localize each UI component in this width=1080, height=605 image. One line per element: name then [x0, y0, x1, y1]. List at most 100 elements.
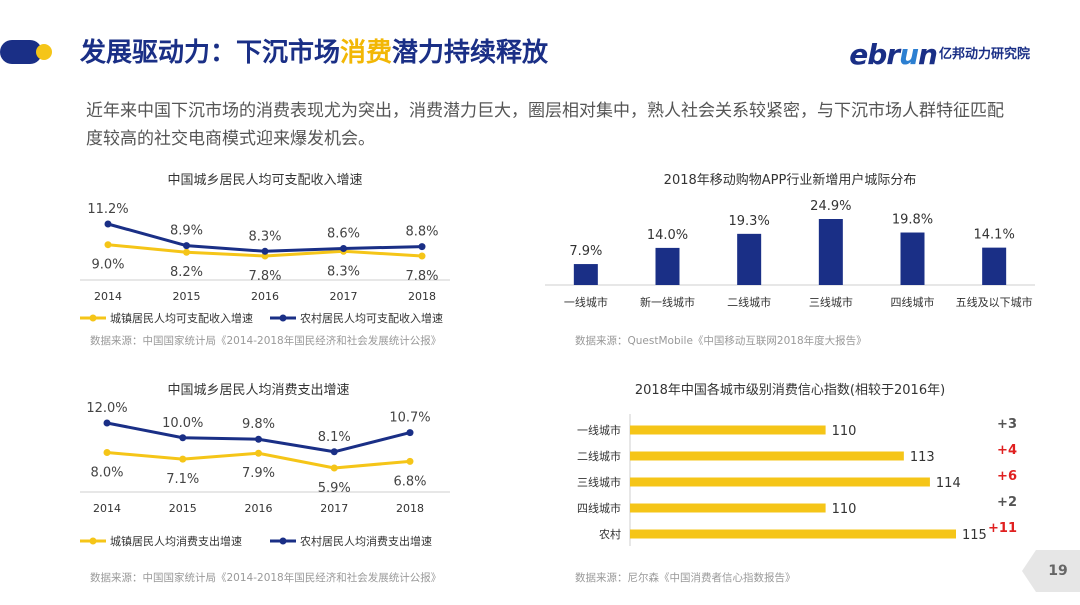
data-label: 24.9% [810, 199, 851, 214]
chart-title: 中国城乡居民人均可支配收入增速 [167, 173, 362, 188]
data-point [179, 455, 187, 463]
data-label: 8.9% [170, 224, 203, 239]
legend-marker [279, 537, 287, 545]
x-tick-label: 2014 [93, 502, 121, 515]
x-tick-label: 2014 [94, 290, 122, 303]
bar [630, 451, 904, 461]
data-label: 19.3% [729, 214, 770, 229]
y-tick-label: 一线城市 [577, 423, 621, 437]
change-label: +3 [997, 417, 1017, 432]
x-tick-label: 三线城市 [809, 295, 853, 309]
x-tick-label: 2015 [173, 290, 201, 303]
change-label: +2 [997, 495, 1017, 510]
data-label: 10.7% [389, 411, 430, 426]
data-point [406, 457, 414, 465]
x-tick-label: 一线城市 [564, 295, 608, 309]
data-label: 114 [936, 476, 961, 491]
x-tick-label: 2015 [169, 502, 197, 515]
x-tick-label: 五线及以下城市 [956, 295, 1033, 309]
logo-brand-b: n [918, 38, 938, 71]
data-point [104, 220, 112, 228]
title-suffix: 潜力持续释放 [392, 38, 549, 68]
data-label: 113 [910, 450, 935, 465]
legend-label: 城镇居民人均消费支出增速 [110, 534, 242, 548]
logo-brand-a: ebr [849, 38, 900, 71]
y-tick-label: 农村 [599, 527, 621, 541]
data-label: 19.8% [892, 213, 933, 228]
chart-title: 2018年中国各城市级别消费信心指数(相较于2016年) [635, 382, 945, 398]
data-point [183, 242, 190, 250]
data-label: 14.1% [974, 228, 1015, 243]
data-label: 7.9% [569, 244, 602, 259]
legend-label: 城镇居民人均可支配收入增速 [110, 311, 253, 325]
x-tick-label: 2016 [245, 502, 273, 515]
data-label: 8.2% [170, 265, 203, 280]
bar [630, 503, 826, 513]
data-point [418, 252, 426, 260]
data-point [330, 464, 338, 472]
x-tick-label: 2017 [330, 290, 358, 303]
data-label: 14.0% [647, 228, 688, 243]
x-tick-label: 2017 [320, 502, 348, 515]
y-tick-label: 二线城市 [577, 449, 621, 463]
x-tick-label: 2018 [396, 502, 424, 515]
data-point [183, 248, 190, 256]
logo-brand-u: u [899, 38, 919, 71]
spending-chart-source: 数据来源：中国国家统计局《2014-2018年国民经济和社会发展统计公报》 [90, 572, 442, 584]
x-tick-label: 2016 [251, 290, 279, 303]
data-point [255, 449, 262, 457]
legend-label: 农村居民人均消费支出增速 [300, 534, 432, 548]
x-tick-label: 二线城市 [727, 295, 771, 309]
ebrun-logo: ebrun 亿邦动力研究院 [849, 38, 1030, 71]
data-point [104, 241, 112, 249]
data-point [103, 449, 111, 457]
change-label: +6 [997, 469, 1017, 484]
data-point [418, 243, 426, 251]
bar [818, 219, 843, 285]
data-label: 8.8% [405, 225, 438, 240]
data-label: 110 [832, 502, 857, 517]
legend-label: 农村居民人均可支配收入增速 [300, 311, 443, 325]
header-decoration-icon [0, 40, 52, 64]
logo-org-name: 亿邦动力研究院 [938, 47, 1030, 62]
chart-title: 中国城乡居民人均消费支出增速 [167, 383, 349, 398]
data-label: 9.8% [242, 417, 275, 432]
data-label: 8.1% [318, 430, 351, 445]
data-label: 115 [962, 528, 987, 543]
data-point [255, 435, 262, 443]
confidence-index-chart: 2018年中国各城市级别消费信心指数(相较于2016年) 一线城市 110 +3 二线城… [545, 378, 1035, 553]
page-title: 发展驱动力：下沉市场消费潜力持续释放 [80, 32, 548, 69]
legend-marker [279, 314, 287, 322]
logo-brand: ebrun [849, 38, 938, 71]
intro-paragraph: 近年来中国下沉市场的消费表现尤为突出，消费潜力巨大，圈层相对集中，熟人社会关系较… [86, 101, 1004, 149]
data-label: 8.0% [90, 466, 123, 481]
change-label: +11 [988, 521, 1017, 536]
data-label: 8.3% [248, 229, 281, 244]
data-point [103, 419, 111, 427]
y-tick-label: 三线城市 [577, 475, 621, 489]
data-label: 12.0% [86, 401, 127, 416]
title-highlight: 消费 [340, 38, 393, 68]
bar [630, 425, 826, 435]
data-point [261, 247, 269, 255]
data-point [330, 448, 338, 456]
confidence-chart-source: 数据来源：尼尔森《中国消费者信心指数报告》 [575, 572, 796, 584]
data-point [406, 429, 414, 437]
data-label: 7.8% [405, 269, 438, 284]
data-point [179, 434, 187, 442]
spending-growth-chart: 中国城乡居民人均消费支出增速 2014 2015 2016 2017 2018 8.0% 7.… [80, 378, 470, 556]
data-label: 9.0% [91, 258, 124, 273]
data-label: 7.8% [248, 269, 281, 284]
chart-title: 2018年移动购物APP行业新增用户城际分布 [664, 172, 917, 188]
bar [900, 232, 925, 285]
bar [630, 529, 956, 539]
data-label: 7.1% [166, 472, 199, 487]
data-label: 5.9% [318, 481, 351, 496]
data-label: 10.0% [162, 416, 203, 431]
data-label: 7.9% [242, 466, 275, 481]
x-tick-label: 四线城市 [891, 295, 935, 309]
app-chart-source: 数据来源：QuestMobile《中国移动互联网2018年度大报告》 [575, 335, 867, 347]
data-point [340, 244, 347, 252]
income-growth-chart: 中国城乡居民人均可支配收入增速 2014 2015 2016 2017 2018 9.0% 8… [80, 168, 470, 333]
bar [737, 233, 762, 285]
